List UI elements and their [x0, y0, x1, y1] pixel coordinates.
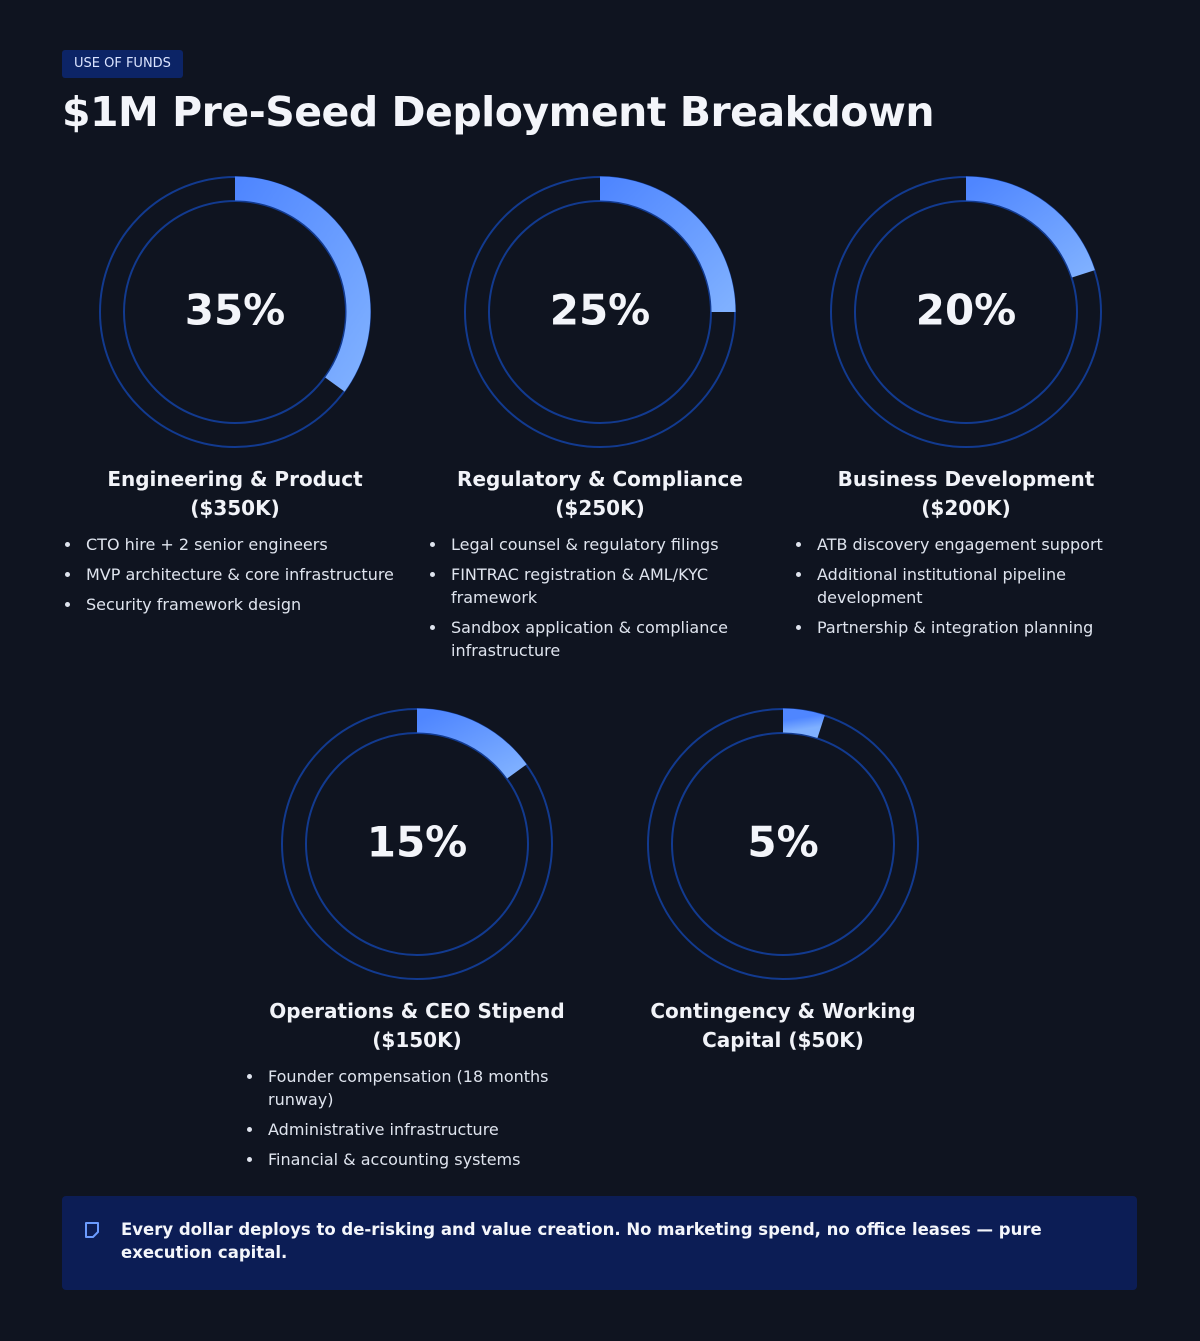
donut-arc: [234, 176, 371, 392]
list-item: Founder compensation (18 months runway): [264, 1065, 592, 1111]
donut-value-label: 35%: [185, 286, 286, 335]
inner-ring: [488, 200, 712, 424]
note-icon: [85, 1222, 99, 1238]
donut-arc: [599, 176, 736, 313]
card-title: Engineering & Product ($350K): [107, 467, 363, 520]
card-title: Contingency & Working Capital ($50K): [650, 999, 916, 1052]
allocation-card: 15% Operations & CEO Stipend ($150K) Found…: [242, 707, 592, 1178]
donut-value-label: 20%: [916, 286, 1017, 335]
donut-value-label: 15%: [367, 818, 468, 867]
inner-ring: [123, 200, 347, 424]
list-item: Security framework design: [82, 593, 410, 616]
card-list: CTO hire + 2 senior engineers MVP archite…: [60, 533, 410, 616]
page-title: $1M Pre-Seed Deployment Breakdown: [62, 88, 935, 136]
list-item: ATB discovery engagement support: [813, 533, 1141, 556]
donut-chart: 20%: [830, 176, 1102, 448]
donut-chart: 25%: [464, 176, 736, 448]
card-list: Founder compensation (18 months runway) A…: [242, 1065, 592, 1171]
allocation-card: 25% Regulatory & Compliance ($250K) Legal …: [425, 175, 775, 669]
card-list: ATB discovery engagement support Addition…: [791, 533, 1141, 639]
section-tag: USE OF FUNDS: [62, 50, 183, 78]
donut-chart: 35%: [99, 176, 371, 448]
list-item: Sandbox application & compliance infrast…: [447, 616, 775, 662]
donut-value-label: 25%: [550, 286, 651, 335]
list-item: Administrative infrastructure: [264, 1118, 592, 1141]
card-title: Operations & CEO Stipend ($150K): [269, 999, 565, 1052]
callout: Every dollar deploys to de-risking and v…: [62, 1196, 1137, 1290]
card-title: Regulatory & Compliance ($250K): [457, 467, 743, 520]
donut-value-label: 5%: [747, 818, 818, 867]
allocation-card: 5% Contingency & Working Capital ($50K): [608, 707, 958, 1065]
card-title: Business Development ($200K): [837, 467, 1095, 520]
list-item: CTO hire + 2 senior engineers: [82, 533, 410, 556]
card-list: Legal counsel & regulatory filings FINTRA…: [425, 533, 775, 662]
donut-chart: 15%: [281, 708, 553, 980]
list-item: FINTRAC registration & AML/KYC framework: [447, 563, 775, 609]
allocation-card: 35% Engineering & Product ($350K) CTO hire…: [60, 175, 410, 623]
inner-ring: [671, 732, 895, 956]
list-item: Partnership & integration planning: [813, 616, 1141, 639]
list-item: Financial & accounting systems: [264, 1148, 592, 1171]
callout-text: Every dollar deploys to de-risking and v…: [121, 1220, 1042, 1262]
allocation-card: 20% Business Development ($200K) ATB disco…: [791, 175, 1141, 646]
inner-ring: [305, 732, 529, 956]
donut-chart: 5%: [647, 708, 919, 980]
donut-arc: [965, 176, 1095, 278]
donut-arc: [416, 708, 527, 779]
list-item: Additional institutional pipeline develo…: [813, 563, 1141, 609]
inner-ring: [854, 200, 1078, 424]
list-item: MVP architecture & core infrastructure: [82, 563, 410, 586]
donut-arc: [782, 708, 825, 739]
list-item: Legal counsel & regulatory filings: [447, 533, 775, 556]
